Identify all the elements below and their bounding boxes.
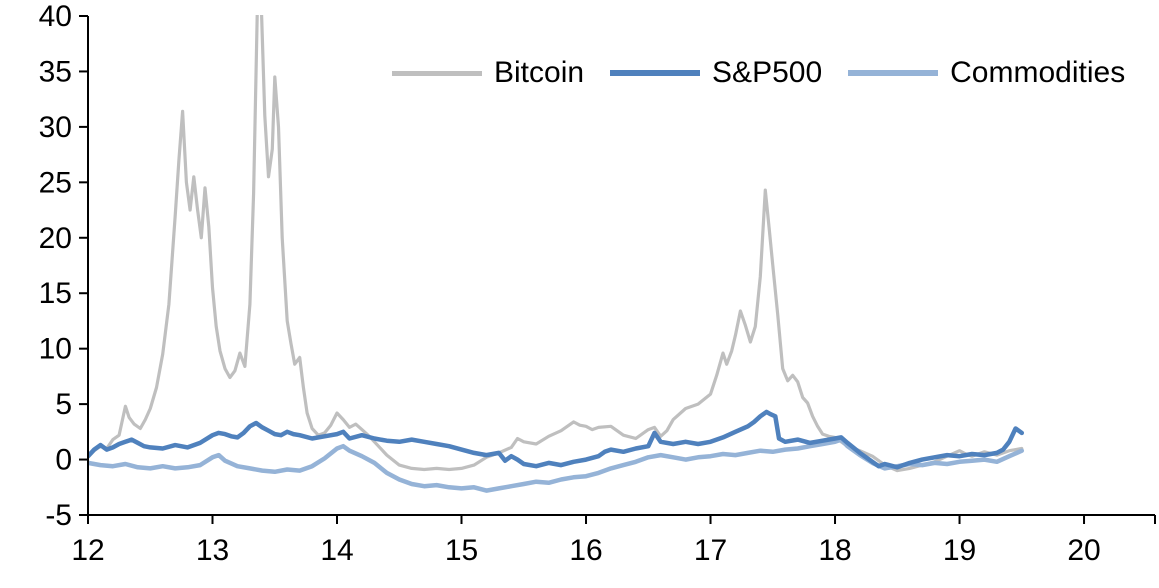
series-line-s-p500 — [89, 409, 1025, 470]
y-tick-label: 5 — [55, 388, 72, 421]
y-tick-label: 10 — [39, 333, 72, 366]
x-tick-label: 18 — [818, 534, 851, 567]
y-tick-label: 40 — [39, 0, 72, 33]
y-tick-label: 20 — [39, 222, 72, 255]
x-tick-label: 12 — [71, 534, 104, 567]
y-tick-label: 0 — [55, 444, 72, 477]
x-tick-label: 14 — [320, 534, 353, 567]
y-tick-label: 15 — [39, 277, 72, 310]
series-line-bitcoin — [89, 15, 1024, 473]
x-tick-label: 13 — [196, 534, 229, 567]
x-tick-label: 17 — [694, 534, 727, 567]
y-tick-label: 30 — [39, 111, 72, 144]
x-tick-label: 19 — [943, 534, 976, 567]
x-tick-label: 15 — [445, 534, 478, 567]
y-tick-label: -5 — [45, 499, 72, 532]
y-tick-label: 35 — [39, 55, 72, 88]
x-tick-label: 20 — [1067, 534, 1100, 567]
y-tick-label: 25 — [39, 166, 72, 199]
x-tick-label: 16 — [569, 534, 602, 567]
